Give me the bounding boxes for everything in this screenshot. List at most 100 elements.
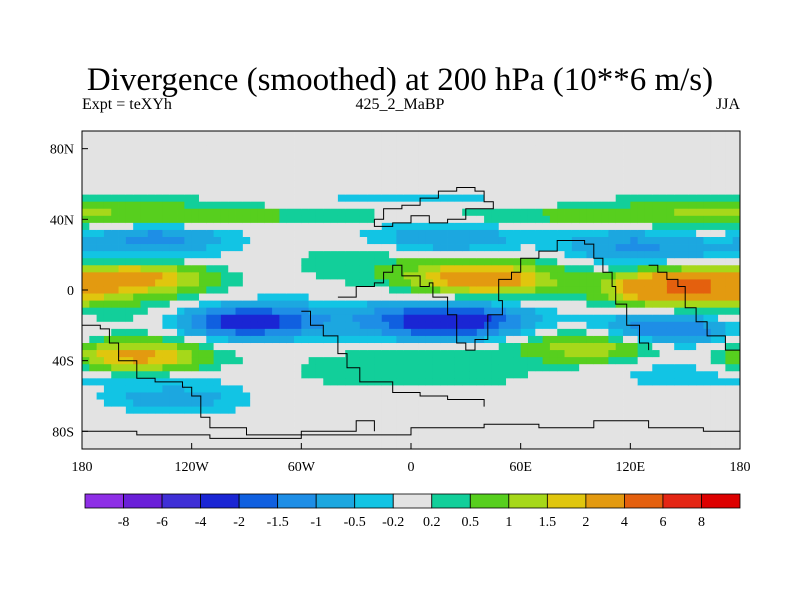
- contour-cell: [637, 131, 646, 139]
- contour-cell: [374, 321, 383, 330]
- contour-cell: [593, 138, 602, 146]
- contour-cell: [696, 321, 704, 330]
- contour-cell: [557, 251, 565, 259]
- contour-cell: [389, 441, 397, 450]
- contour-cell: [630, 145, 639, 153]
- contour-cell: [250, 159, 258, 167]
- contour-cell: [411, 357, 419, 365]
- contour-cell: [286, 420, 295, 429]
- contour-cell: [125, 406, 134, 415]
- contour-cell: [659, 364, 668, 372]
- contour-cell: [425, 272, 434, 280]
- contour-cell: [213, 173, 222, 181]
- contour-cell: [125, 293, 134, 301]
- contour-cell: [308, 413, 317, 422]
- contour-cell: [542, 173, 551, 181]
- contour-cell: [411, 343, 419, 351]
- contour-cell: [630, 286, 639, 294]
- contour-cell: [315, 215, 324, 224]
- contour-cell: [235, 173, 244, 181]
- contour-cell: [732, 307, 741, 316]
- contour-cell: [696, 335, 704, 344]
- contour-cell: [440, 251, 448, 259]
- contour-cell: [396, 159, 405, 167]
- contour-cell: [659, 434, 668, 443]
- contour-cell: [257, 272, 266, 280]
- contour-cell: [330, 258, 339, 266]
- contour-cell: [242, 145, 251, 153]
- contour-cell: [330, 385, 339, 393]
- contour-cell: [374, 335, 383, 344]
- contour-cell: [447, 265, 456, 273]
- contour-cell: [542, 201, 551, 210]
- contour-cell: [89, 258, 98, 266]
- contour-cell: [389, 244, 397, 252]
- contour-cell: [155, 293, 163, 301]
- contour-cell: [184, 399, 193, 407]
- contour-cell: [264, 328, 273, 337]
- contour-cell: [184, 434, 193, 443]
- contour-cell: [323, 138, 331, 146]
- contour-cell: [447, 173, 456, 181]
- contour-cell: [710, 208, 719, 217]
- contour-cell: [111, 378, 119, 386]
- contour-cell: [440, 194, 448, 203]
- contour-cell: [228, 194, 236, 203]
- contour-cell: [352, 399, 361, 407]
- contour-cell: [674, 350, 682, 358]
- contour-cell: [155, 258, 163, 266]
- contour-cell: [198, 131, 207, 139]
- contour-cell: [498, 286, 507, 294]
- contour-cell: [345, 321, 353, 330]
- contour-cell: [96, 300, 105, 309]
- contour-cell: [323, 208, 331, 217]
- contour-cell: [623, 159, 631, 167]
- contour-cell: [623, 286, 631, 294]
- x-tick-label: 180: [72, 460, 93, 475]
- contour-cell: [330, 279, 339, 287]
- contour-cell: [403, 244, 412, 252]
- contour-cell: [213, 364, 222, 372]
- contour-cell: [637, 364, 646, 372]
- contour-cell: [571, 152, 580, 160]
- contour-cell: [242, 180, 251, 188]
- contour-cell: [447, 194, 456, 203]
- contour-cell: [279, 350, 288, 358]
- contour-cell: [623, 279, 631, 287]
- contour-cell: [432, 350, 441, 358]
- contour-cell: [228, 272, 236, 280]
- contour-cell: [637, 279, 646, 287]
- contour-cell: [374, 180, 383, 188]
- contour-cell: [228, 321, 236, 330]
- contour-cell: [381, 173, 390, 181]
- contour-cell: [630, 194, 639, 203]
- contour-cell: [184, 279, 193, 287]
- contour-cell: [564, 343, 573, 351]
- contour-cell: [564, 222, 573, 231]
- contour-cell: [257, 293, 266, 301]
- contour-cell: [527, 208, 536, 217]
- contour-cell: [637, 350, 646, 358]
- contour-cell: [623, 244, 631, 252]
- contour-cell: [111, 357, 119, 365]
- contour-cell: [294, 272, 302, 280]
- contour-cell: [147, 385, 156, 393]
- contour-cell: [286, 187, 295, 195]
- contour-cell: [389, 413, 397, 422]
- contour-cell: [133, 244, 141, 252]
- contour-cell: [447, 335, 456, 344]
- contour-cell: [498, 392, 507, 400]
- contour-cell: [644, 237, 653, 245]
- contour-cell: [264, 244, 273, 252]
- contour-cell: [198, 222, 207, 231]
- contour-cell: [440, 159, 448, 167]
- contour-cell: [220, 314, 229, 323]
- contour-cell: [652, 399, 660, 407]
- season-label: JJA: [715, 96, 740, 113]
- contour-cell: [674, 159, 682, 167]
- contour-cell: [330, 180, 339, 188]
- contour-cell: [454, 399, 463, 407]
- contour-cell: [177, 222, 185, 231]
- contour-cell: [272, 357, 280, 365]
- contour-cell: [586, 392, 595, 400]
